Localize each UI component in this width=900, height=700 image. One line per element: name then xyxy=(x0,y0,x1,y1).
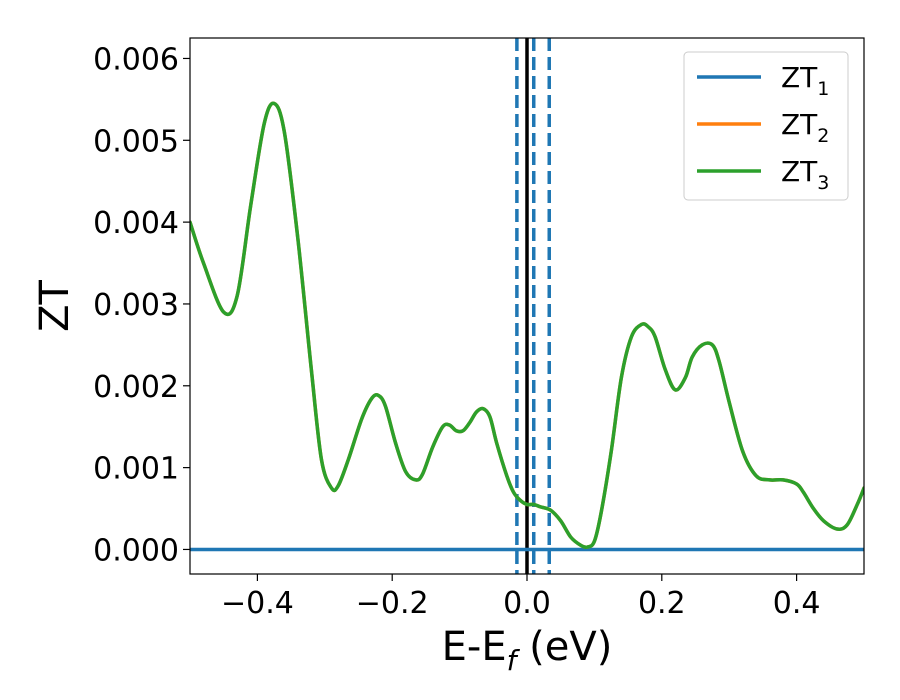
y-tick-label: 0.001 xyxy=(93,452,179,487)
y-tick-label: 0.006 xyxy=(93,42,179,77)
y-tick-label: 0.000 xyxy=(93,533,179,568)
legend-label-2: ZT2 xyxy=(781,108,829,147)
series-lines xyxy=(190,101,864,552)
legend-box xyxy=(683,51,849,201)
y-tick-label: 0.004 xyxy=(93,206,179,241)
x-tick-label: −0.4 xyxy=(221,586,294,621)
x-axis-label-main: E-E xyxy=(442,624,507,670)
y-tick-label: 0.003 xyxy=(93,288,179,323)
y-axis-ticks: 0.000 0.001 0.002 0.003 0.004 0.005 0.006 xyxy=(93,42,190,568)
legend: ZT1 ZT2 ZT3 xyxy=(683,51,849,201)
x-axis-label-unit: (eV) xyxy=(516,624,612,670)
legend-label-3: ZT3 xyxy=(781,155,829,194)
x-axis-label: E-Ef (eV) xyxy=(442,624,613,677)
y-tick-label: 0.005 xyxy=(93,124,179,159)
x-axis-ticks: −0.4 −0.2 0.0 0.2 0.4 xyxy=(221,574,820,621)
x-tick-label: 0.0 xyxy=(503,586,551,621)
x-tick-label: 0.2 xyxy=(638,586,686,621)
y-axis-label: ZT xyxy=(32,280,78,332)
vertical-reference-lines xyxy=(515,38,551,574)
series-line-3 xyxy=(190,101,864,550)
legend-label-1: ZT1 xyxy=(781,61,829,100)
y-tick-label: 0.002 xyxy=(93,370,179,405)
x-tick-label: −0.2 xyxy=(356,586,429,621)
x-tick-label: 0.4 xyxy=(773,586,821,621)
